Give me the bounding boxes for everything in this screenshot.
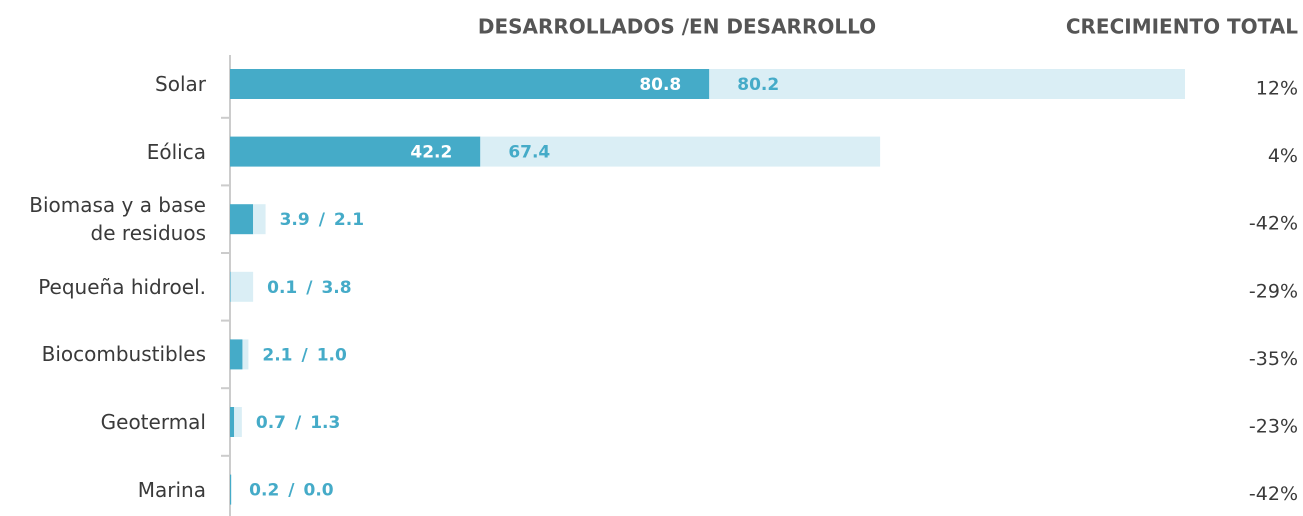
value-label: 3.9 / 2.1: [280, 210, 364, 230]
value-label: 80.8: [639, 75, 681, 95]
bar-segment: [480, 136, 881, 167]
label-separator: /: [295, 413, 302, 433]
value-label: 0.2 / 0.0: [249, 481, 334, 501]
label-separator: /: [306, 278, 313, 298]
bar-segment: [234, 407, 242, 437]
value-label-part: 3.8: [321, 278, 351, 298]
growth-label: 4%: [1268, 145, 1298, 167]
growth-header: CRECIMIENTO TOTAL: [1066, 15, 1298, 39]
category-label: Marina: [137, 477, 206, 502]
growth-label: 12%: [1256, 78, 1298, 100]
chart-title: DESARROLLADOS /EN DESARROLLO: [478, 15, 876, 39]
category-label: Geotermal: [100, 410, 206, 434]
category-label: Solar: [155, 72, 206, 96]
value-label-part: 0.1: [267, 278, 297, 298]
growth-label: -29%: [1249, 280, 1298, 302]
label-separator: /: [302, 345, 309, 365]
bar-segment: [709, 69, 1185, 99]
bar-segment: [230, 407, 235, 437]
growth-label: -42%: [1249, 213, 1298, 235]
bar-segment: [230, 69, 710, 99]
bar-segment: [230, 204, 254, 235]
bar-segment: [230, 271, 254, 302]
growth-label: -23%: [1249, 416, 1298, 438]
value-label: 67.4: [508, 143, 550, 163]
bar-segment: [230, 136, 481, 167]
value-label: 2.1 / 1.0: [262, 345, 347, 365]
value-label-part: 0.7: [256, 413, 286, 433]
bar-segment: [230, 271, 231, 302]
value-label-part: 0.0: [304, 481, 334, 501]
value-label: 0.7 / 1.3: [256, 413, 340, 433]
bar-segment: [242, 339, 249, 370]
label-separator: /: [288, 481, 295, 501]
value-label-part: 2.1: [262, 345, 292, 365]
value-label-part: 3.9: [280, 210, 310, 230]
bar-segment: [230, 474, 232, 505]
category-label: Biocombustibles: [41, 342, 206, 367]
value-label: 0.1 / 3.8: [267, 278, 351, 298]
value-label-part: 0.2: [249, 481, 279, 501]
growth-label: -35%: [1249, 348, 1298, 370]
growth-label: -42%: [1249, 483, 1298, 505]
value-label: 42.2: [410, 143, 452, 163]
value-label-part: 2.1: [334, 210, 364, 230]
label-separator: /: [319, 210, 326, 230]
value-label-part: 1.3: [310, 413, 340, 433]
value-label-part: 1.0: [317, 345, 347, 365]
category-label: Biomasa y a base de residuos: [29, 193, 206, 246]
category-label: Eólica: [146, 139, 206, 164]
value-label: 80.2: [737, 75, 779, 95]
bar-segment: [253, 204, 266, 235]
category-label: Pequeña hidroel.: [38, 274, 206, 299]
bar-segment: [230, 339, 243, 370]
